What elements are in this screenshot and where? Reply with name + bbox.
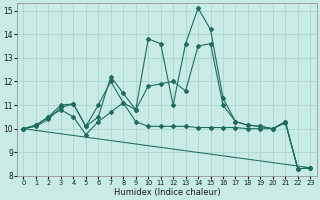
X-axis label: Humidex (Indice chaleur): Humidex (Indice chaleur): [114, 188, 220, 197]
